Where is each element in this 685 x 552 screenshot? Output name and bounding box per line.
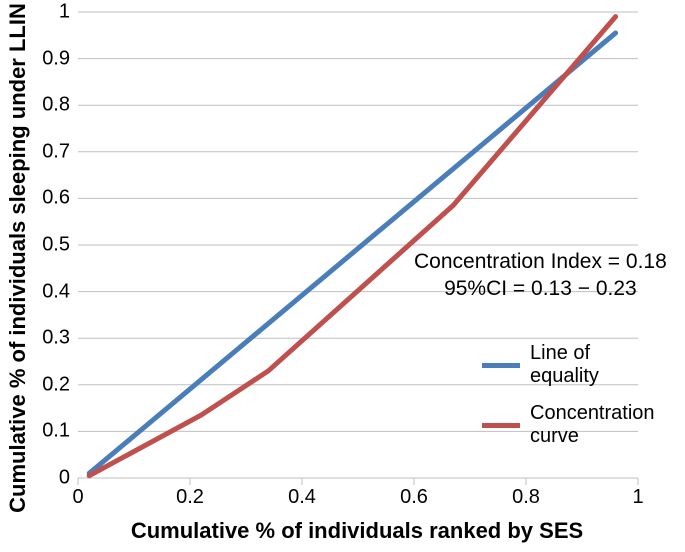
x-tick-label: 0.6	[400, 486, 428, 509]
x-axis-ticks: 0 0.2 0.4 0.6 0.8 1	[0, 0, 685, 552]
x-tick-label: 0.4	[288, 486, 316, 509]
x-tick-label: 1	[632, 486, 643, 509]
x-axis-title: Cumulative % of individuals ranked by SE…	[131, 518, 583, 544]
x-tick-label: 0.8	[512, 486, 540, 509]
x-tick-label: 0	[72, 486, 83, 509]
x-tick-label: 0.2	[176, 486, 204, 509]
concentration-chart: Cumulative % of individuals sleeping und…	[0, 0, 685, 552]
